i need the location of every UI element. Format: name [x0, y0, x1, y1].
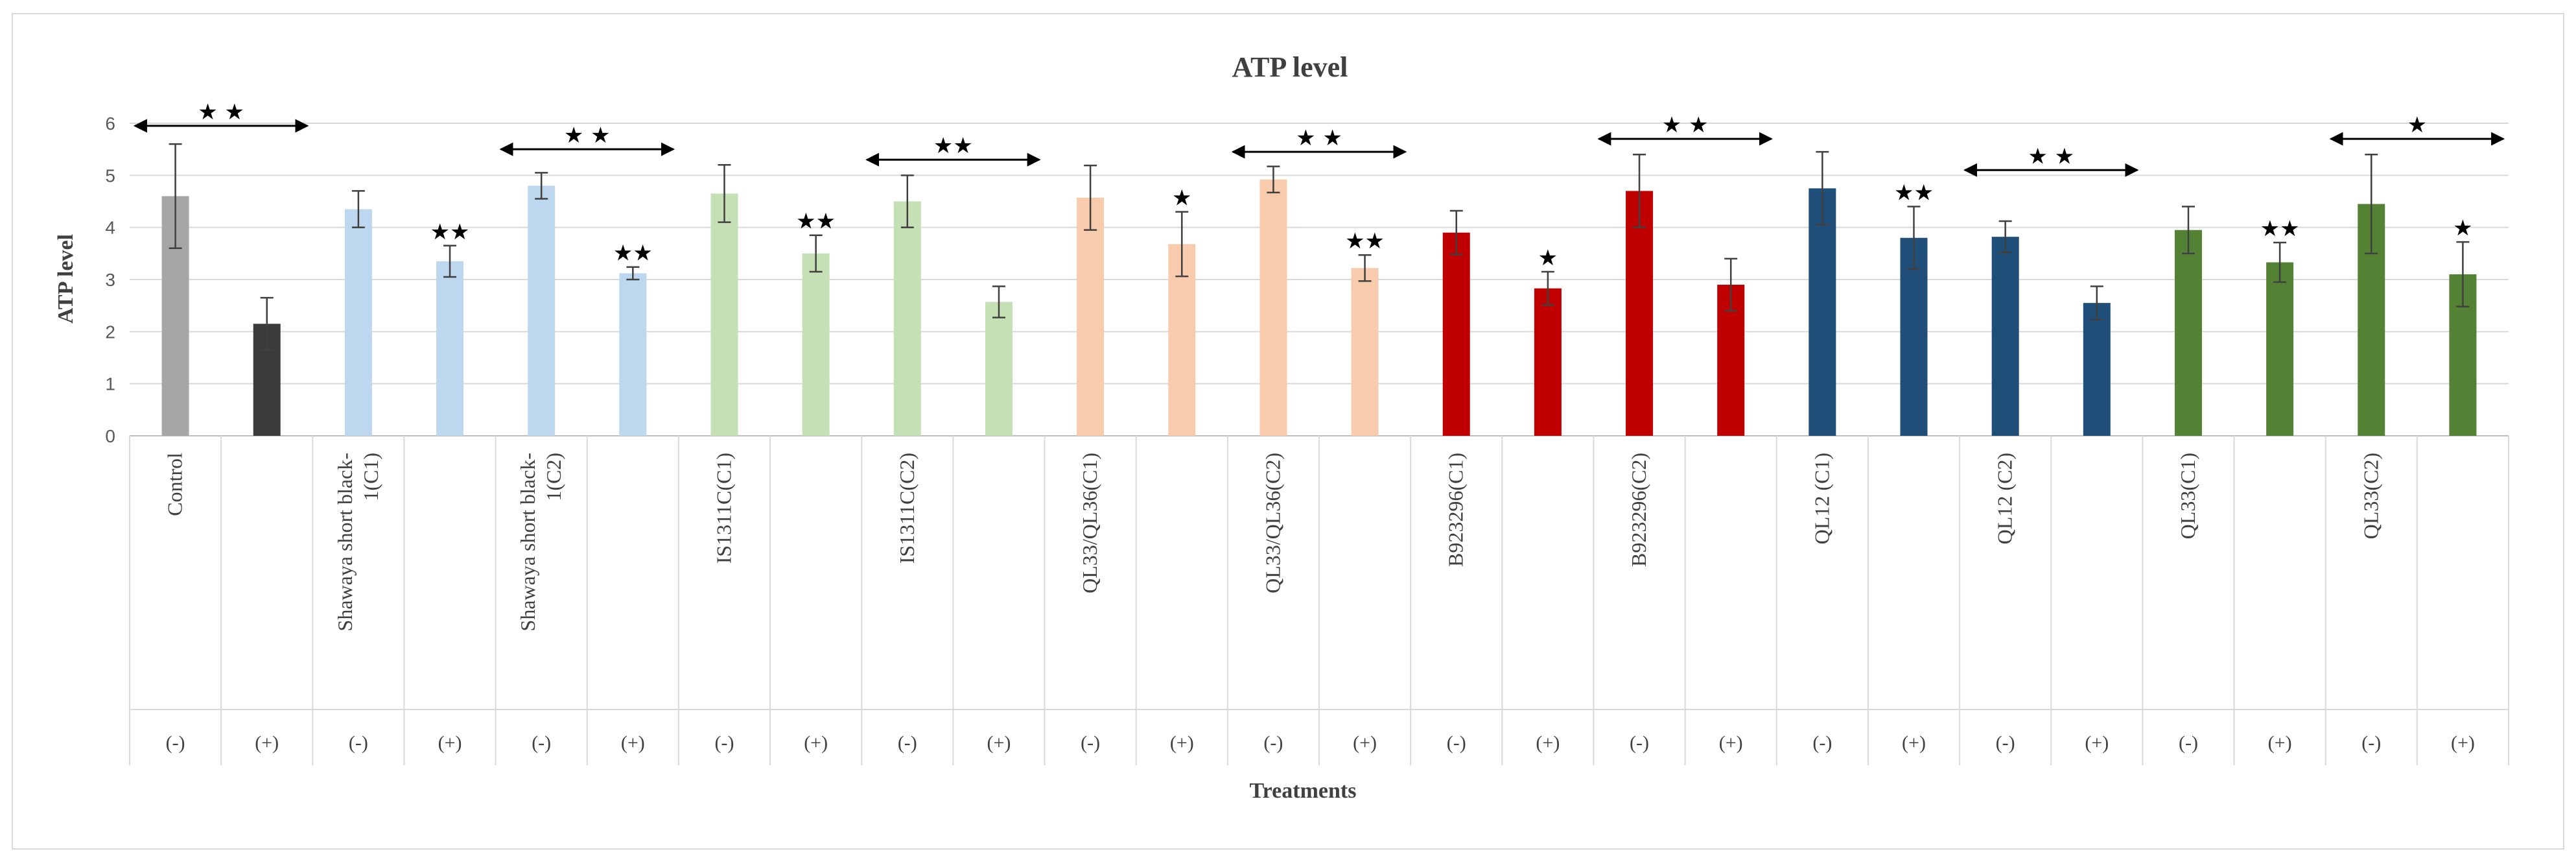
bar — [1991, 237, 2019, 436]
category-axis: Control(-) (+)Shawaya short black- 1(C1)(-… — [129, 435, 2509, 765]
y-axis-label: ATP level — [54, 234, 78, 324]
category-label: B923296(C1) — [1444, 453, 1468, 567]
significance-star: ★★ — [796, 209, 836, 235]
gridlines — [130, 123, 2509, 436]
bar — [2174, 230, 2202, 436]
y-tick-label: 0 — [105, 426, 115, 446]
comparison-bracket-stars: ★★ — [933, 133, 973, 159]
y-tick-label: 1 — [105, 374, 115, 394]
comparison-bracket-stars: ★ ★ — [198, 99, 244, 125]
comparison-bracket-stars: ★ ★ — [1662, 112, 1709, 138]
bar — [1351, 268, 1379, 436]
chart-title: ATP level — [1232, 51, 1348, 83]
x-axis-label: Treatments — [1250, 779, 1357, 803]
bar — [2083, 303, 2111, 436]
y-tick-label: 2 — [105, 322, 115, 342]
treatment-sign: (+) — [804, 732, 828, 754]
treatment-sign: (+) — [2268, 732, 2292, 754]
category-label-line: 1(C2) — [542, 453, 565, 501]
bar — [344, 209, 372, 436]
treatment-sign: (+) — [2451, 732, 2475, 754]
category-label-line: Shawaya short black- — [516, 453, 539, 631]
comparison-bracket-stars: ★ — [2407, 112, 2427, 138]
comparison-bracket-stars: ★ ★ — [564, 123, 611, 149]
treatment-sign: (-) — [1263, 732, 1283, 754]
treatment-sign: (+) — [1536, 732, 1560, 754]
treatment-sign: (+) — [1353, 732, 1377, 754]
treatment-sign: (-) — [166, 732, 185, 754]
category-label: Control — [163, 453, 187, 516]
treatment-sign: (+) — [621, 732, 645, 754]
bar — [710, 193, 738, 436]
significance-star: ★ — [1172, 185, 1191, 211]
bars — [161, 179, 2477, 436]
treatment-sign: (-) — [1812, 732, 1832, 754]
treatment-sign: (+) — [1170, 732, 1194, 754]
significance-star: ★★ — [2260, 216, 2300, 242]
bar — [619, 273, 647, 436]
treatment-sign: (-) — [349, 732, 368, 754]
category-label-line: 1(C1) — [359, 453, 382, 501]
category-label: IS1311C(C2) — [895, 453, 919, 564]
y-tick-label: 5 — [105, 165, 115, 185]
significance-star: ★★ — [613, 241, 653, 267]
y-tick-label: 6 — [105, 113, 115, 134]
error-bars — [169, 143, 2470, 351]
bar — [1809, 188, 1836, 436]
category-label: QL12 (C2) — [1993, 453, 2017, 544]
bar — [436, 261, 464, 436]
category-label: QL12 (C1) — [1810, 453, 1833, 544]
category-label-line: Shawaya short black- — [333, 453, 357, 631]
category-label: QL33(C1) — [2176, 453, 2199, 539]
bar — [1900, 237, 1928, 436]
category-label: B923296(C2) — [1627, 453, 1650, 567]
bar — [1626, 191, 1654, 436]
category-label: QL33(C2) — [2359, 453, 2382, 539]
category-label: QL33/QL36(C2) — [1261, 453, 1284, 593]
significance-star: ★ — [1538, 245, 1558, 271]
bar — [893, 201, 921, 436]
category-label: Shawaya short black- 1(C1) — [333, 453, 382, 631]
treatment-sign: (-) — [715, 732, 734, 754]
treatment-sign: (+) — [438, 732, 462, 754]
bar — [1534, 288, 1562, 436]
treatment-sign: (-) — [1996, 732, 2015, 754]
treatment-sign: (-) — [2361, 732, 2381, 754]
bar — [2266, 262, 2294, 436]
treatment-sign: (+) — [1902, 732, 1926, 754]
treatment-sign: (+) — [255, 732, 279, 754]
category-label: IS1311C(C1) — [712, 453, 736, 564]
treatment-sign: (+) — [1719, 732, 1743, 754]
treatment-sign: (-) — [1081, 732, 1100, 754]
bar — [802, 253, 830, 436]
bar — [1442, 232, 1470, 436]
treatment-sign: (-) — [532, 732, 551, 754]
significance-star: ★ — [2453, 215, 2472, 241]
treatment-sign: (-) — [898, 732, 917, 754]
treatment-sign: (-) — [1630, 732, 1649, 754]
category-label: Shawaya short black- 1(C2) — [516, 453, 565, 631]
comparison-bracket-stars: ★ ★ — [2028, 143, 2074, 169]
comparison-bracket-stars: ★ ★ — [1296, 125, 1342, 151]
y-axis-ticks: 0 1 2 3 4 5 6 — [105, 113, 115, 446]
treatment-sign: (+) — [987, 732, 1011, 754]
treatment-sign: (-) — [2179, 732, 2198, 754]
bar — [985, 302, 1013, 436]
bar — [528, 185, 556, 436]
treatment-sign: (-) — [1447, 732, 1466, 754]
category-label: QL33/QL36(C1) — [1078, 453, 1101, 593]
significance-star: ★★ — [430, 219, 470, 245]
bar — [1077, 197, 1105, 436]
y-tick-label: 4 — [105, 218, 115, 238]
treatment-sign: (+) — [2085, 732, 2109, 754]
significance-annotations: ★★★★★★★★★★★★★★ ★★ ★★ ★ ★★ ★ ★★ ★★ ★★ — [133, 99, 2505, 271]
y-tick-label: 3 — [105, 270, 115, 290]
bar — [1259, 179, 1287, 436]
significance-star: ★★ — [1345, 228, 1385, 254]
significance-star: ★★ — [1894, 180, 1934, 206]
